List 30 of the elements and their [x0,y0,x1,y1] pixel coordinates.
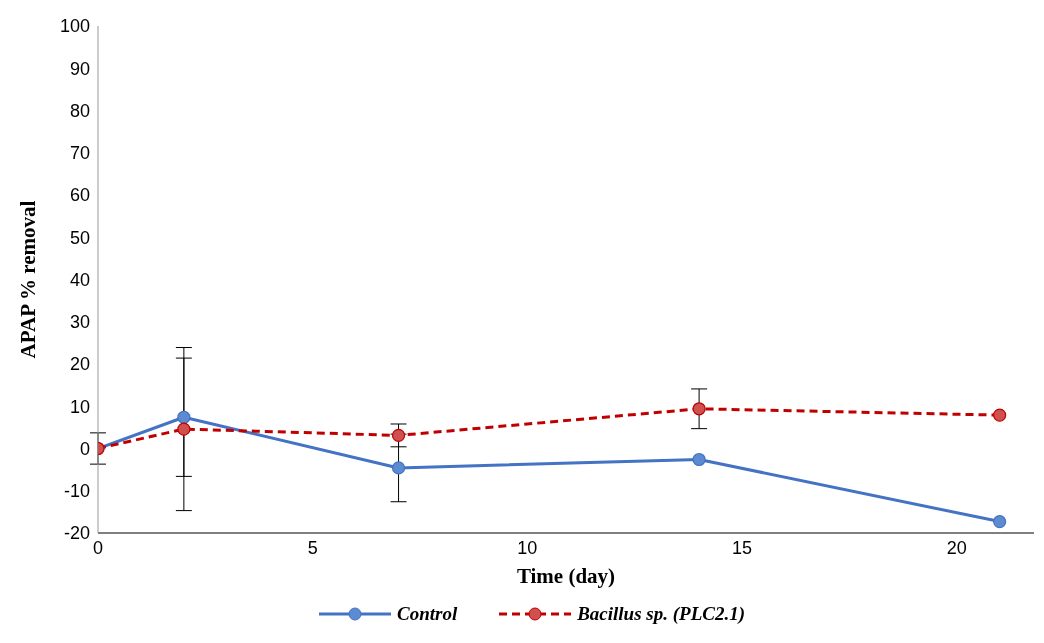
legend-label: Bacillus sp. (PLC2.1) [577,603,746,625]
y-tick-label: 80 [69,100,90,121]
y-tick-label: 40 [69,269,90,290]
y-tick-label: 60 [69,185,90,206]
point [177,422,191,436]
point [391,461,406,475]
x-tick-label: 5 [307,537,318,558]
x-tick-label: 20 [946,537,967,558]
x-tick-label: 10 [517,537,538,558]
point [993,408,1007,422]
point [692,452,706,467]
x-tick-label: 0 [92,537,104,558]
y-tick-label: 70 [69,143,90,164]
y-tick-label: -20 [63,523,90,544]
point [692,402,706,416]
y-tick-label: 20 [69,354,90,375]
y-tick-label: 10 [69,396,90,417]
y-tick-label: 30 [69,312,90,333]
y-tick-label: 100 [59,16,90,37]
point [177,410,191,424]
legend-label: Control [396,603,458,625]
x-tick-label: 15 [732,537,753,558]
x-axis-title: Time (day) [516,564,616,588]
y-tick-label: -10 [63,481,90,502]
y-tick-label: 90 [69,58,90,79]
point [391,428,406,442]
y-tick-label: 50 [69,227,90,248]
y-axis-title: APAP % removal [16,200,41,359]
point [993,514,1007,529]
y-tick-label: 0 [79,438,90,459]
